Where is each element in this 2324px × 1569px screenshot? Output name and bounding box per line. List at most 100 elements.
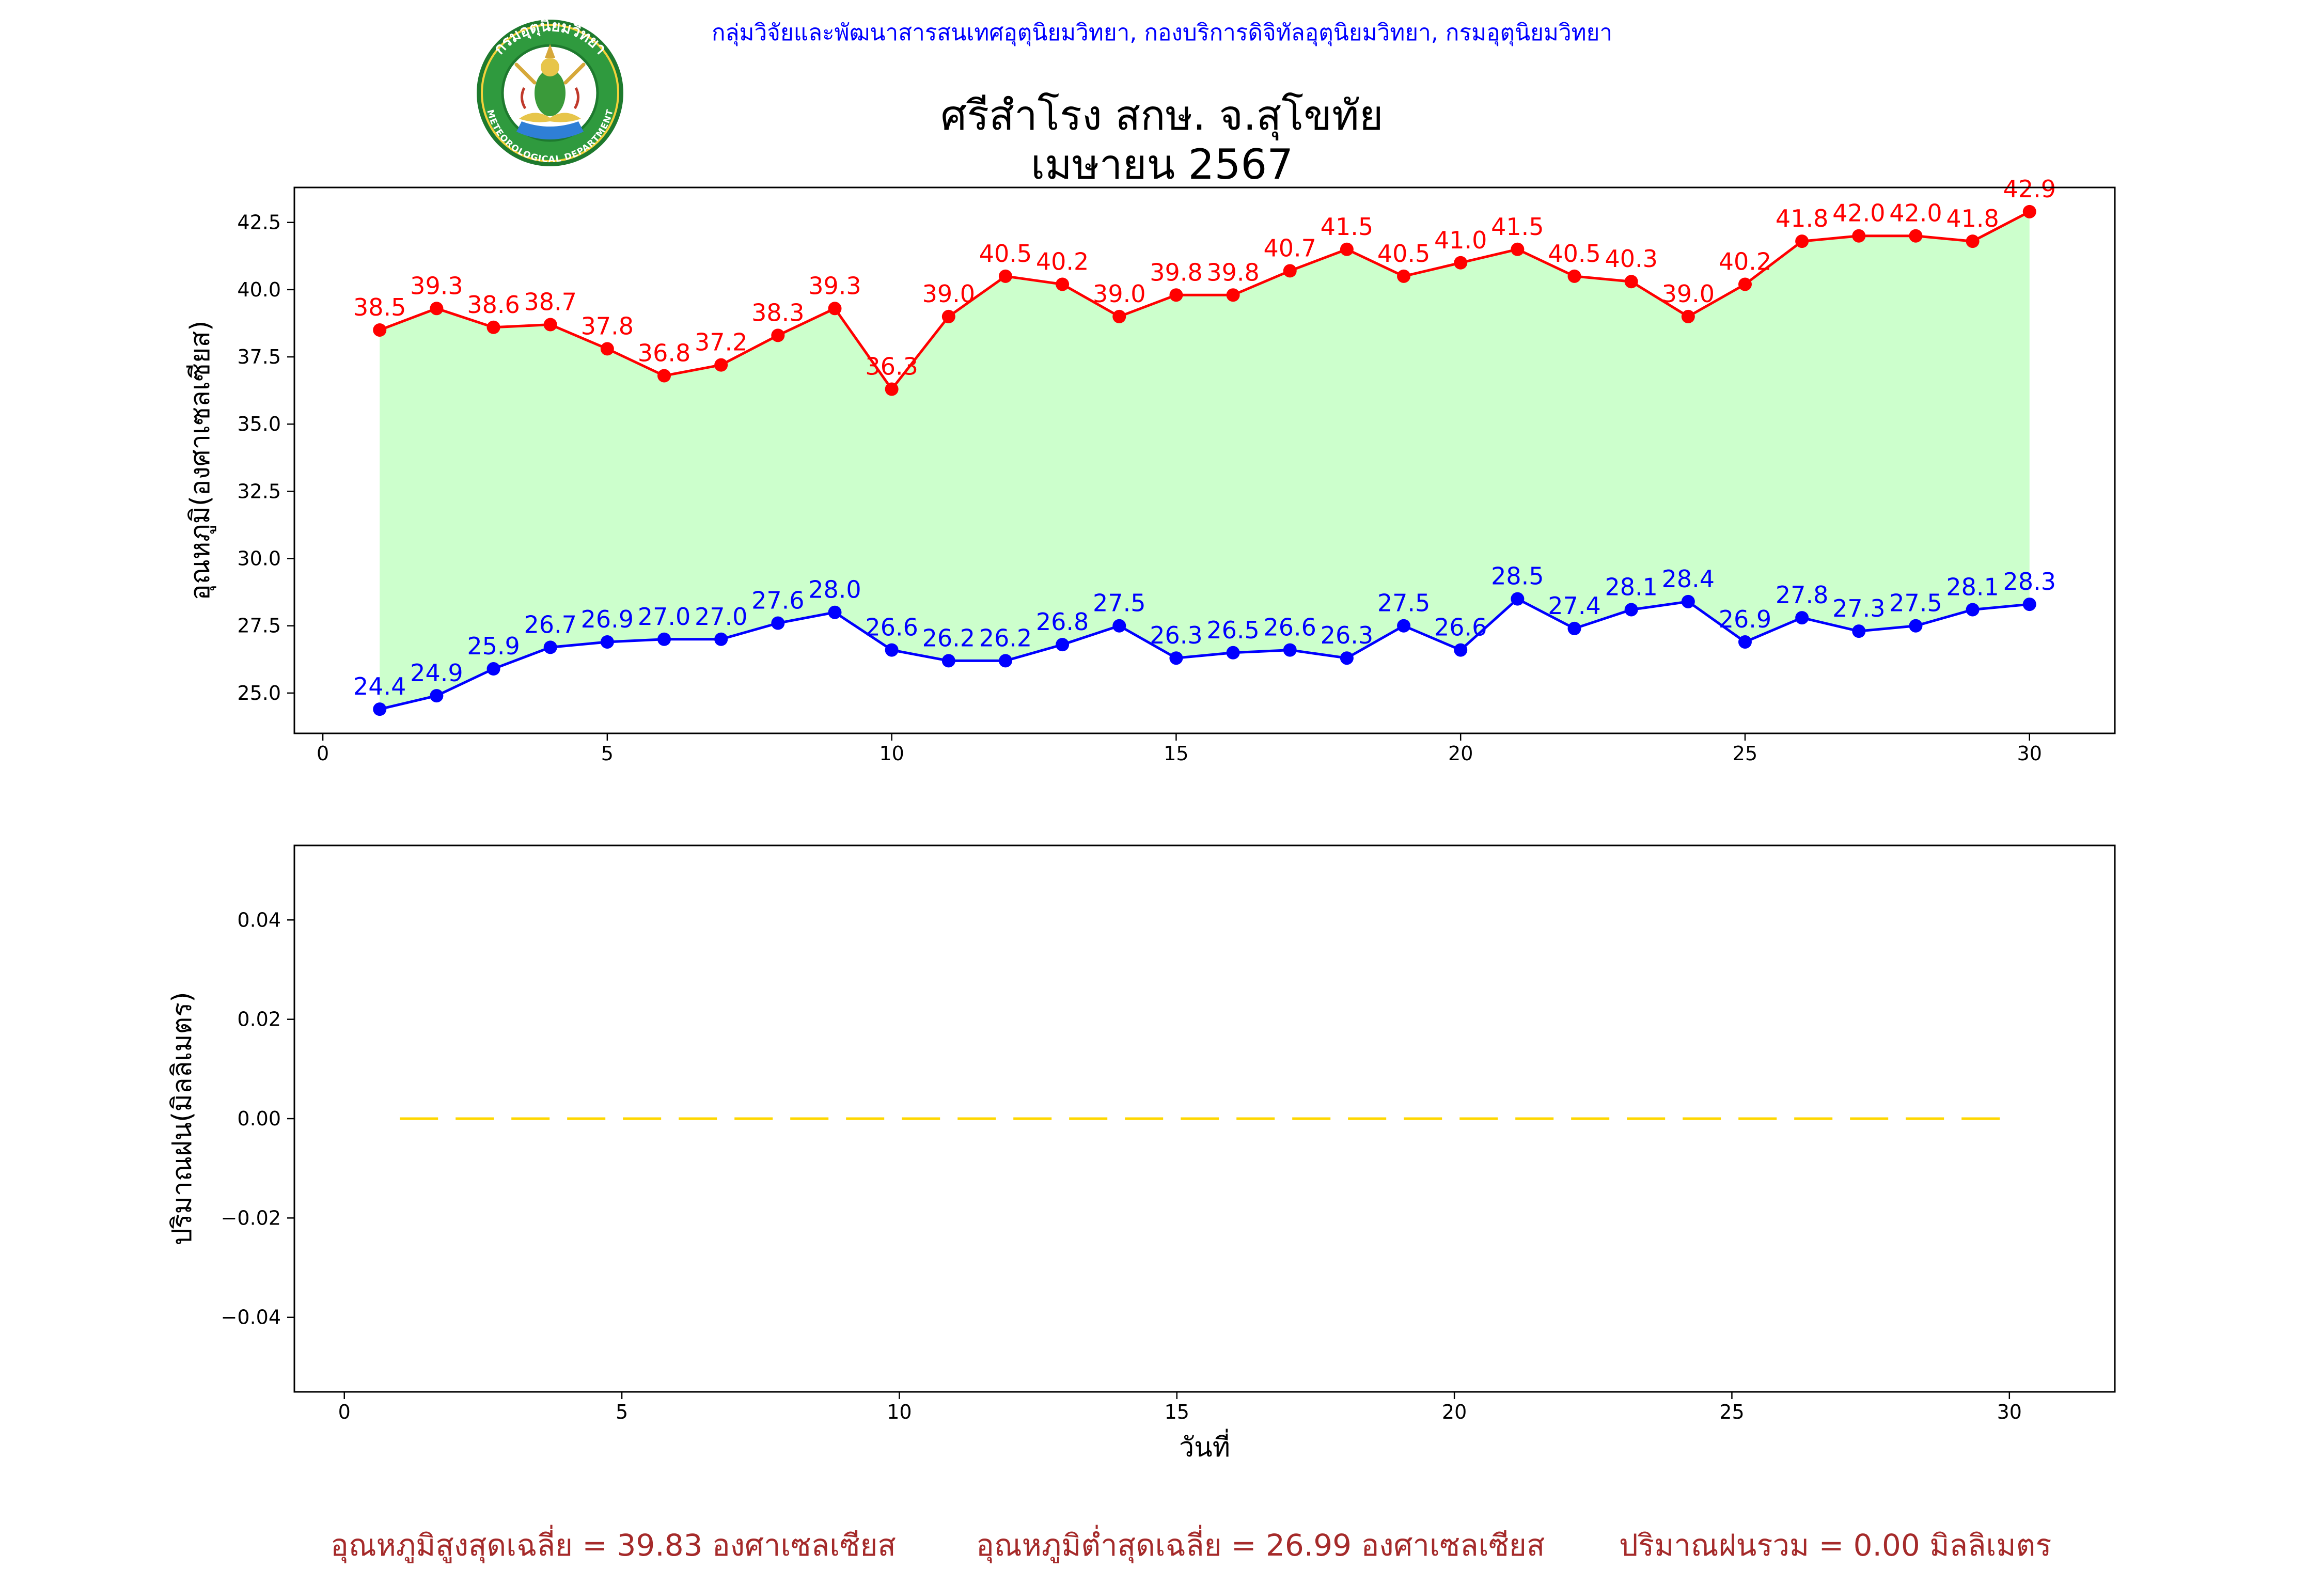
max-temp-data-label: 40.3 (1605, 245, 1657, 273)
max-temp-point (1169, 288, 1183, 302)
min-temp-data-label: 24.4 (353, 672, 406, 700)
min-temp-data-label: 28.1 (1946, 573, 1999, 601)
max-temp-data-label: 41.5 (1321, 213, 1373, 241)
min-temp-data-label: 26.3 (1321, 621, 1373, 649)
max-temp-point (373, 323, 387, 337)
max-temp-data-label: 40.2 (1036, 247, 1089, 275)
x-tick-label: 15 (1164, 742, 1188, 765)
chart-title-month: เมษายน 2567 (1030, 140, 1294, 189)
min-temp-data-label: 27.5 (1377, 589, 1430, 617)
max-temp-point (1567, 269, 1581, 283)
min-temp-point (771, 616, 785, 630)
max-temp-point (1511, 242, 1525, 256)
meteorological-department-logo: กรมอุตุนิยมวิทยา METEOROLOGICAL DEPARTME… (477, 17, 623, 166)
max-temp-point (1738, 277, 1752, 291)
max-temp-point (941, 309, 955, 323)
max-temp-data-label: 39.8 (1150, 258, 1202, 286)
min-temp-line (379, 597, 2030, 711)
min-temp-point (1112, 619, 1126, 633)
max-temp-data-label: 39.3 (808, 272, 861, 300)
min-temp-data-label: 27.0 (695, 603, 747, 631)
min-temp-point (600, 635, 614, 649)
y-tick-label: 30.0 (237, 547, 281, 570)
footer-total-rain: ปริมาณฝนรวม = 0.00 มิลลิเมตร (1619, 1528, 2052, 1563)
min-temp-point (1454, 643, 1468, 657)
x-tick-label: 25 (1719, 1401, 1744, 1423)
max-temp-data-label: 38.7 (524, 288, 576, 316)
min-temp-point (1909, 619, 1923, 633)
min-temp-point (1738, 635, 1752, 649)
max-temp-point (714, 358, 728, 372)
min-temp-data-label: 26.3 (1150, 621, 1202, 649)
max-temp-point (1340, 242, 1354, 256)
min-temp-data-label: 27.5 (1889, 589, 1942, 617)
min-temp-point (828, 605, 842, 619)
max-temp-data-label: 39.0 (1093, 280, 1145, 308)
min-temp-data-label: 28.1 (1605, 573, 1657, 601)
min-temp-data-label: 27.6 (751, 587, 804, 615)
max-temp-data-label: 42.0 (1832, 199, 1885, 227)
y-tick-label: 0.04 (237, 908, 281, 931)
max-temp-data-label: 39.8 (1206, 258, 1259, 286)
temperature-y-axis-label: อุณหภูมิ(องศาเซลเซียส) (185, 321, 216, 601)
max-temp-data-label: 41.8 (1946, 205, 1999, 232)
min-temp-data-label: 25.9 (467, 632, 520, 660)
max-temp-data-label: 41.8 (1776, 205, 1828, 232)
min-temp-point (1624, 603, 1638, 617)
y-tick-label: −0.02 (221, 1206, 281, 1229)
y-tick-label: 32.5 (237, 480, 281, 503)
y-tick-label: 40.0 (237, 278, 281, 301)
min-temp-point (2022, 598, 2036, 611)
min-temp-point (657, 632, 671, 646)
y-tick-label: −0.04 (221, 1306, 281, 1329)
min-temp-data-label: 27.4 (1548, 592, 1600, 620)
max-temp-data-label: 38.5 (353, 293, 406, 321)
min-temp-data-label: 26.8 (1036, 608, 1089, 636)
x-tick-label: 5 (601, 742, 614, 765)
min-temp-data-label: 28.0 (808, 576, 861, 604)
min-temp-data-label: 24.9 (410, 659, 463, 687)
min-temp-point (1169, 651, 1183, 665)
min-temp-data-label: 27.3 (1832, 594, 1885, 622)
max-temp-data-label: 39.0 (922, 280, 975, 308)
min-temp-point (941, 654, 955, 668)
min-temp-point (1966, 603, 1980, 617)
rainfall-x-axis-label: วันที่ (1179, 1429, 1230, 1463)
max-temp-point (486, 320, 500, 334)
rainfall-y-axis-label: ปริมาณฝน(มิลลิเมตร) (167, 992, 198, 1245)
min-temp-point (543, 640, 557, 654)
max-temp-data-label: 38.6 (467, 291, 520, 319)
min-temp-data-label: 26.2 (979, 624, 1032, 652)
header-agency-line: กลุ่มวิจัยและพัฒนาสารสนเทศอุตุนิยมวิทยา,… (711, 20, 1613, 46)
max-temp-data-label: 42.0 (1889, 199, 1942, 227)
y-tick-label: 27.5 (237, 615, 281, 637)
x-tick-label: 30 (1997, 1401, 2022, 1423)
min-temp-point (1397, 619, 1411, 633)
max-temp-line (379, 210, 2030, 391)
min-temp-data-label: 26.5 (1206, 616, 1259, 644)
max-temp-point (1795, 234, 1809, 248)
max-temp-point (1056, 277, 1070, 291)
y-tick-label: 25.0 (237, 682, 281, 704)
max-temp-point (430, 302, 444, 316)
temperature-range-fill (380, 211, 2030, 710)
max-temp-point (1397, 269, 1411, 283)
min-temp-data-label: 28.3 (2003, 568, 2056, 595)
max-temp-point (1112, 309, 1126, 323)
x-tick-label: 20 (1448, 742, 1473, 765)
max-temp-point (1909, 229, 1923, 243)
x-tick-label: 10 (887, 1401, 912, 1423)
max-temp-data-label: 40.5 (1548, 240, 1600, 268)
min-temp-point (1567, 621, 1581, 635)
min-temp-point (1056, 638, 1070, 652)
min-temp-point (1340, 651, 1354, 665)
min-temp-point (1511, 592, 1525, 606)
max-temp-point (657, 369, 671, 383)
min-temp-point (486, 662, 500, 676)
max-temp-data-label: 40.5 (979, 240, 1032, 268)
min-temp-data-label: 27.8 (1776, 581, 1828, 609)
max-temp-data-label: 40.5 (1377, 240, 1430, 268)
max-temp-point (1852, 229, 1866, 243)
min-temp-point (885, 643, 899, 657)
